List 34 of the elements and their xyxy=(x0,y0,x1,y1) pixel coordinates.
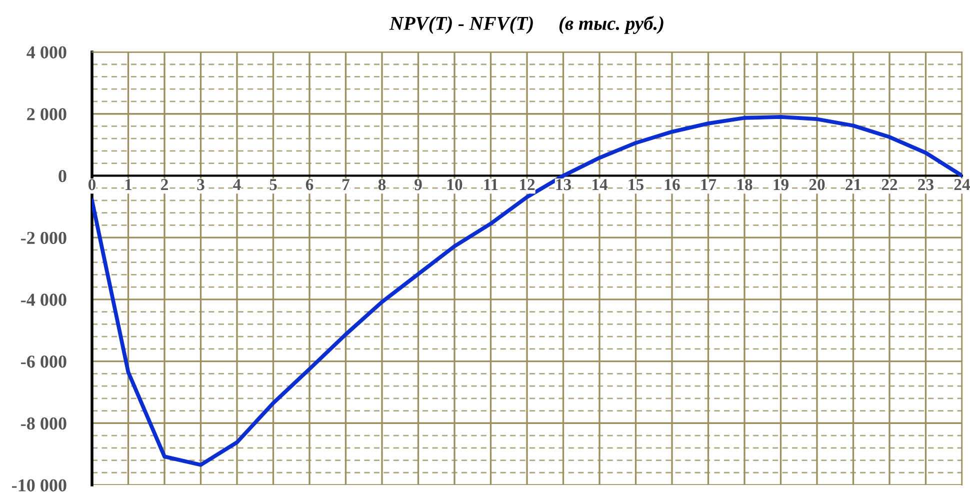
x-tick-label: 10 xyxy=(448,178,462,190)
y-tick-label: 4 000 xyxy=(26,46,66,58)
x-tick-label: 23 xyxy=(918,179,934,190)
y-tick-label: -8 000 xyxy=(21,417,66,430)
x-tick-label: 14 xyxy=(592,179,608,190)
x-tick-label: 0 xyxy=(88,178,96,190)
x-tick-label: 4 xyxy=(233,179,241,190)
x-tick-label: 8 xyxy=(378,178,386,190)
x-tick-label: 24 xyxy=(954,179,970,190)
x-tick-label: 11 xyxy=(484,179,498,190)
x-tick-label: 19 xyxy=(774,179,788,190)
x-tick-label: 16 xyxy=(665,179,680,190)
y-tick-label: -10 000 xyxy=(12,479,66,492)
x-tick-label: 7 xyxy=(342,179,350,190)
x-tick-label: 13 xyxy=(556,179,572,190)
x-tick-label: 12 xyxy=(520,179,535,190)
x-tick-label: 5 xyxy=(270,179,277,190)
x-tick-label: 1 xyxy=(125,179,132,190)
x-tick-label: 17 xyxy=(701,179,716,190)
x-tick-label: 18 xyxy=(738,178,752,190)
chart-title: NPV(T) - NFV(T) (в тыс. руб.) xyxy=(389,16,664,34)
y-tick-label: -4 000 xyxy=(21,294,66,306)
x-tick-label: 15 xyxy=(628,179,644,190)
x-tick-label: 21 xyxy=(846,179,861,190)
x-tick-label: 3 xyxy=(197,179,204,190)
x-tick-label: 22 xyxy=(882,179,898,190)
x-tick-label: 6 xyxy=(306,179,314,190)
x-tick-label: 2 xyxy=(161,179,168,190)
x-tick-label: 9 xyxy=(414,179,422,190)
x-tick-label: 20 xyxy=(809,178,825,190)
y-tick-label: -2 000 xyxy=(21,232,66,244)
y-tick-label: 0 xyxy=(58,170,66,182)
y-tick-label: -6 000 xyxy=(21,356,66,368)
y-tick-label: 2 000 xyxy=(27,108,66,120)
